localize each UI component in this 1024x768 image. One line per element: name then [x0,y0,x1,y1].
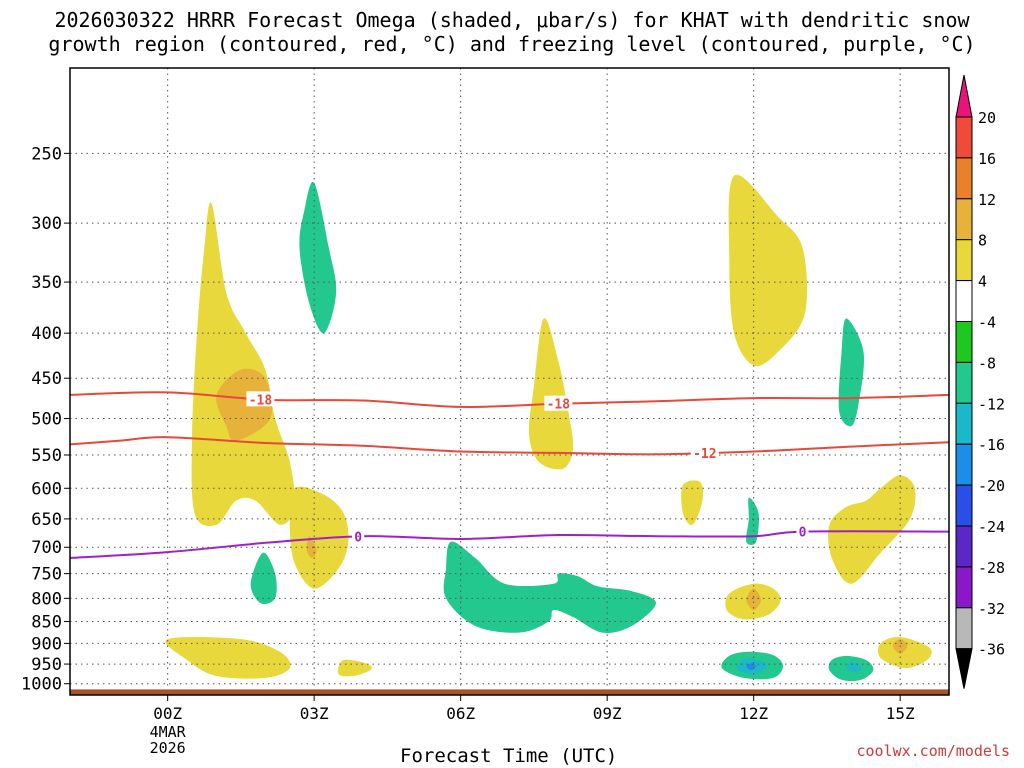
omega-region-6 [250,552,277,605]
x-date-label-2: 2026 [150,739,186,757]
freezing-level-0-label-1: 0 [354,530,362,545]
omega-region-14 [838,318,865,427]
freezing-level-0-line [70,530,949,559]
colorbar-top-arrow [955,74,973,118]
colorbar-label-2: 12 [978,191,996,209]
x-tick-label-03Z: 03Z [300,704,329,723]
y-tick-label-900: 900 [31,634,62,654]
colorbar-band-12 [955,566,973,609]
y-tick-label-600: 600 [31,479,62,499]
colorbar-label-9: -20 [978,477,1005,495]
dendritic-minus18-label-bg-2 [544,395,573,411]
colorbar-label-6: -8 [978,354,996,372]
colorbar-band-8 [955,402,973,445]
title-line-1: 2026030322 HRRR Forecast Omega (shaded, … [54,8,970,32]
colorbar-band-11 [955,525,973,568]
colorbar-band-7 [955,361,973,404]
colorbar-label-4: 4 [978,273,987,291]
omega-region-11 [681,480,704,526]
y-tick-label-850: 850 [31,613,62,633]
colorbar-bottom-arrow [955,648,973,689]
colorbar-label-13: -36 [978,641,1005,659]
colorbar-band-1 [955,116,973,159]
omega-region-12 [728,174,808,366]
omega-region-15 [828,475,916,584]
colorbar-label-11: -28 [978,559,1005,577]
title-line-2: growth region (contoured, red, °C) and f… [48,32,976,56]
freezing-level-0-label-2: 0 [799,526,807,541]
omega-region-1 [191,202,296,526]
x-tick-label-09Z: 09Z [593,704,622,723]
x-tick-label-00Z: 00Z [153,704,182,723]
y-tick-label-300: 300 [31,214,62,234]
omega-region-13 [746,497,759,545]
x-tick-label-06Z: 06Z [446,704,475,723]
colorbar: 20 16 12 8 4 -4 -8 -12 -16 -20 -24 -28 -32 -36 [955,74,1005,689]
x-tick-label-15Z: 15Z [886,704,915,723]
colorbar-label-0: 20 [978,109,996,127]
y-tick-label-750: 750 [31,565,62,585]
y-axis: 2503003504004505005506006507007508008509… [21,144,70,695]
colorbar-band-6 [955,321,973,363]
omega-region-9 [528,318,574,470]
y-tick-label-650: 650 [31,510,62,530]
y-tick-label-350: 350 [31,273,62,293]
colorbar-label-8: -16 [978,436,1005,454]
y-tick-label-950: 950 [31,655,62,675]
dendritic-minus12-line [70,436,949,456]
colorbar-label-12: -32 [978,600,1005,618]
colorbar-label-3: 8 [978,232,987,250]
dendritic-minus18-label-2: -18 [547,398,571,413]
credit-text: coolwx.com/models [856,742,1010,760]
terrain-layer [70,689,949,695]
colorbar-band-13 [955,607,973,650]
dendritic-minus18-label-bg-1 [246,391,275,407]
y-tick-label-450: 450 [31,369,62,389]
omega-region-16 [877,636,932,669]
y-tick-label-700: 700 [31,538,62,558]
freezing-level-0-label-bg-1 [352,528,365,544]
dendritic-minus18-label-1: -18 [249,393,273,408]
freezing-level-0-label-bg-2 [796,523,809,539]
colorbar-band-4 [955,239,973,282]
colorbar-band-3 [955,198,973,241]
omega-region-19 [746,588,761,611]
colorbar-band-2 [955,157,973,200]
colorbar-band-9 [955,443,973,486]
terrain-band [70,689,949,695]
omega-region-2 [216,368,273,441]
plot-frame [69,67,950,696]
y-tick-label-250: 250 [31,144,62,164]
colorbar-label-5: -4 [978,314,996,332]
colorbar-label-7: -12 [978,395,1005,413]
omega-region-7 [165,636,291,679]
dendritic-minus18-line [70,391,949,408]
y-tick-label-550: 550 [31,446,62,466]
colorbar-band-5 [955,280,973,323]
y-tick-label-400: 400 [31,324,62,344]
y-tick-label-800: 800 [31,589,62,609]
omega-region-24 [846,662,862,673]
colorbar-label-1: 16 [978,150,996,168]
omega-shaded-regions [165,174,932,682]
omega-region-5 [299,181,337,334]
colorbar-label-10: -24 [978,518,1005,536]
omega-region-10 [443,541,656,633]
x-date-label-1: 4MAR [150,723,187,741]
dendritic-minus12-label-bg-1 [690,444,719,460]
y-tick-label-500: 500 [31,410,62,430]
x-tick-label-12Z: 12Z [739,704,768,723]
colorbar-band-10 [955,484,973,527]
chart-title: 2026030322 HRRR Forecast Omega (shaded, … [0,8,1024,56]
y-tick-label-1000: 1000 [21,675,62,695]
x-axis-title: Forecast Time (UTC) [400,745,618,767]
dendritic-minus12-label-1: -12 [693,447,716,462]
temperature-contours: -18 -18 -12 0 0 [70,391,949,559]
grid-lines [70,68,949,695]
